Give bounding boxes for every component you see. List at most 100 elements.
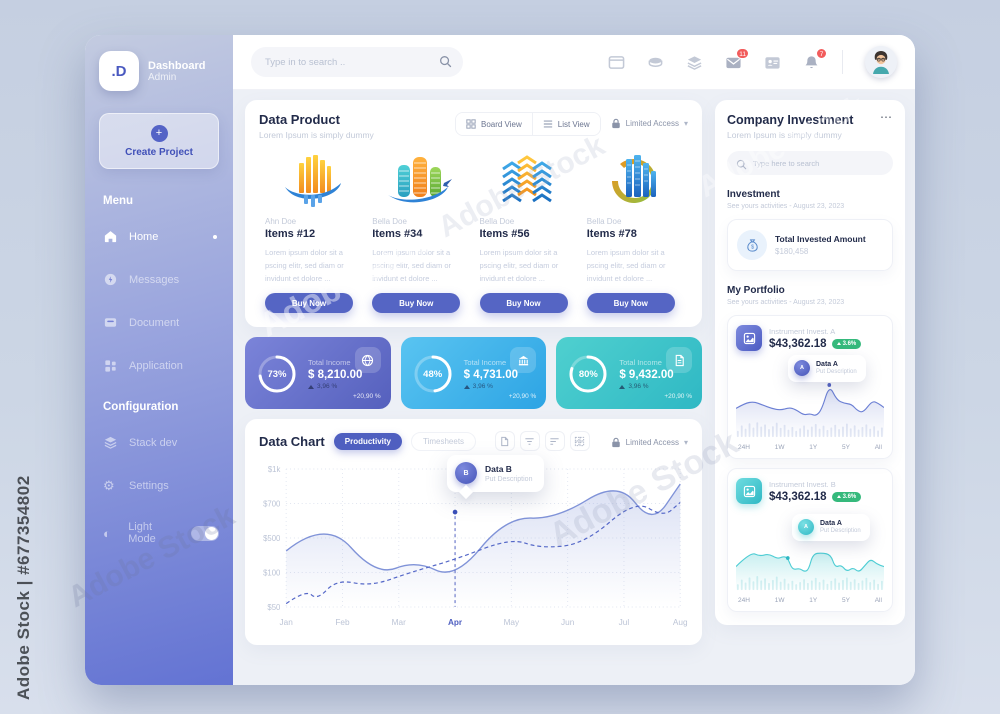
range-24H[interactable]: 24H xyxy=(738,444,750,451)
sidebar-item-application[interactable]: Application xyxy=(99,358,219,373)
create-project-button[interactable]: + Create Project xyxy=(99,113,219,169)
svg-text:$1k: $1k xyxy=(268,465,281,474)
filter-button[interactable] xyxy=(519,431,540,452)
export-doc-button[interactable] xyxy=(494,431,515,452)
range-5Y[interactable]: 5Y xyxy=(841,444,850,451)
more-options-icon[interactable]: ⋯ xyxy=(880,110,893,124)
app-title: Dashboard xyxy=(148,59,206,72)
range-All[interactable]: All xyxy=(874,597,882,604)
app-window: .D Dashboard Admin + Create Project Menu… xyxy=(85,35,915,685)
sidebar-item-label: Settings xyxy=(129,479,169,492)
tooltip-subtitle: Put Description xyxy=(820,528,861,534)
income-stat-card[interactable]: 48% Total Income $ 4,731.00 3,96 % +20,9… xyxy=(400,337,547,410)
sidebar-item-messages[interactable]: Messages xyxy=(99,272,219,287)
up-arrow-icon xyxy=(619,384,626,389)
limited-access-dropdown[interactable]: Limited Access ▾ xyxy=(611,112,688,129)
half-moon-icon: ◐ xyxy=(103,525,111,541)
stats-row: 73% Total Income $ 8,210.00 3,96 % +20,9… xyxy=(245,337,703,410)
tab-productivity[interactable]: Productivity xyxy=(333,432,402,450)
series-a-badge: A xyxy=(794,360,810,376)
progress-percent: 73% xyxy=(267,368,287,380)
sidebar-item-home[interactable]: Home xyxy=(99,229,219,244)
instrument-name: Instrument Invest. A xyxy=(769,326,836,336)
investment-search-input[interactable] xyxy=(727,151,893,175)
sidebar-item-stack-dev[interactable]: Stack dev xyxy=(99,435,219,450)
layers-icon[interactable] xyxy=(686,54,703,71)
instrument-a-chart xyxy=(736,383,884,438)
database-icon[interactable] xyxy=(647,54,664,71)
home-icon xyxy=(103,229,118,244)
configuration-heading: Configuration xyxy=(103,401,179,413)
product-description: Lorem ipsum dolor sit a pscing elitr, se… xyxy=(265,248,344,284)
product-item: Ahn Doe Items #12 Lorem ipsum dolor sit … xyxy=(259,150,366,314)
layout-button[interactable] xyxy=(569,431,590,452)
buy-now-button[interactable]: Buy Now xyxy=(265,293,353,314)
product-item: Bella Doe Items #56 Lorem ipsum dolor si… xyxy=(474,150,581,314)
bell-badge: 7 xyxy=(816,47,827,59)
sort-button[interactable] xyxy=(544,431,565,452)
instrument-a-icon xyxy=(736,325,762,351)
mini-chart-area: A Data A Put Description 24H 1W 1Y 5Y All xyxy=(736,355,884,451)
range-1W[interactable]: 1W xyxy=(774,444,785,451)
search-input[interactable] xyxy=(251,47,463,77)
range-All[interactable]: All xyxy=(874,444,882,451)
svg-text:$700: $700 xyxy=(263,500,281,509)
sidebar-item-label: Document xyxy=(129,316,180,329)
data-chart-card: Data Chart Productivity Timesheets Limit… xyxy=(245,419,702,646)
svg-text:Jan: Jan xyxy=(280,617,294,627)
bell-icon[interactable]: 7 xyxy=(803,47,827,71)
app-logo: .D xyxy=(99,51,139,91)
up-arrow-icon xyxy=(308,384,314,389)
data-product-card: Data Product Lorem Ipsum is simply dummy… xyxy=(245,100,702,328)
mail-icon[interactable]: 11 xyxy=(725,47,749,71)
svg-text:Mar: Mar xyxy=(392,617,406,627)
product-item: Bella Doe Items #78 Lorem ipsum dolor si… xyxy=(581,150,688,314)
range-5Y[interactable]: 5Y xyxy=(841,597,850,604)
mini-chart-tooltip: A Data A Put Description xyxy=(788,355,866,382)
sidebar-item-label: Light Mode xyxy=(128,521,156,545)
buy-now-button[interactable]: Buy Now xyxy=(479,293,568,314)
sidebar-item-label: Application xyxy=(129,359,183,372)
range-1Y[interactable]: 1Y xyxy=(809,444,818,451)
instrument-value: $43,362.18 xyxy=(769,490,827,503)
portfolio-card-b[interactable]: Instrument Invest. B $43,362.18 3.6% A D… xyxy=(727,468,893,612)
application-grid-icon xyxy=(103,358,118,373)
income-stat-card[interactable]: 73% Total Income $ 8,210.00 3,96 % +20,9… xyxy=(245,337,391,410)
range-1W[interactable]: 1W xyxy=(774,597,785,604)
tooltip-title: Data A xyxy=(820,520,842,527)
list-icon xyxy=(543,120,552,128)
instrument-name: Instrument Invest. B xyxy=(769,479,836,489)
board-view-button[interactable]: Board View xyxy=(455,113,532,135)
svg-text:$100: $100 xyxy=(263,569,281,578)
buy-now-button[interactable]: Buy Now xyxy=(372,293,461,314)
contact-card-icon[interactable] xyxy=(764,54,781,71)
sidebar-item-document[interactable]: Document xyxy=(99,315,219,330)
product-name: Items #34 xyxy=(372,228,423,240)
total-invested-card[interactable]: $ Total Invested Amount $180,458 xyxy=(727,219,893,271)
mini-chart-area: A Data A Put Description 24H 1W 1Y 5Y All xyxy=(736,514,884,604)
range-24H[interactable]: 24H xyxy=(738,597,750,604)
product-illustration xyxy=(480,150,575,212)
user-avatar[interactable] xyxy=(865,46,897,78)
window-icon[interactable] xyxy=(608,54,625,71)
up-arrow-icon xyxy=(463,384,470,389)
search-icon xyxy=(736,157,747,175)
product-name: Items #12 xyxy=(265,228,316,240)
list-view-button[interactable]: List View xyxy=(531,113,600,135)
stat-change: 3,96 % xyxy=(619,383,673,390)
stat-amount: $ 8,210.00 xyxy=(308,369,363,382)
tab-timesheets[interactable]: Timesheets xyxy=(410,431,477,451)
sidebar-item-settings[interactable]: ⚙ Settings xyxy=(99,478,219,493)
topbar: 11 7 xyxy=(233,35,915,90)
sidebar-item-light-mode[interactable]: ◐ Light Mode xyxy=(99,521,219,545)
limited-access-dropdown[interactable]: Limited Access ▾ xyxy=(611,435,688,448)
range-1Y[interactable]: 1Y xyxy=(809,597,818,604)
light-mode-toggle[interactable] xyxy=(190,525,219,541)
sidebar-item-label: Stack dev xyxy=(129,436,178,449)
portfolio-card-a[interactable]: Instrument Invest. A $43,362.18 3.6% A D… xyxy=(727,315,893,459)
buy-now-button[interactable]: Buy Now xyxy=(586,293,675,314)
line-chart-area: B Data B Put Description xyxy=(259,455,688,637)
content-area: Data Product Lorem Ipsum is simply dummy… xyxy=(233,90,915,685)
search-icon xyxy=(439,55,452,73)
income-stat-card[interactable]: 80% Total Income $ 9,432.00 3,96 % +20,9… xyxy=(556,337,703,410)
